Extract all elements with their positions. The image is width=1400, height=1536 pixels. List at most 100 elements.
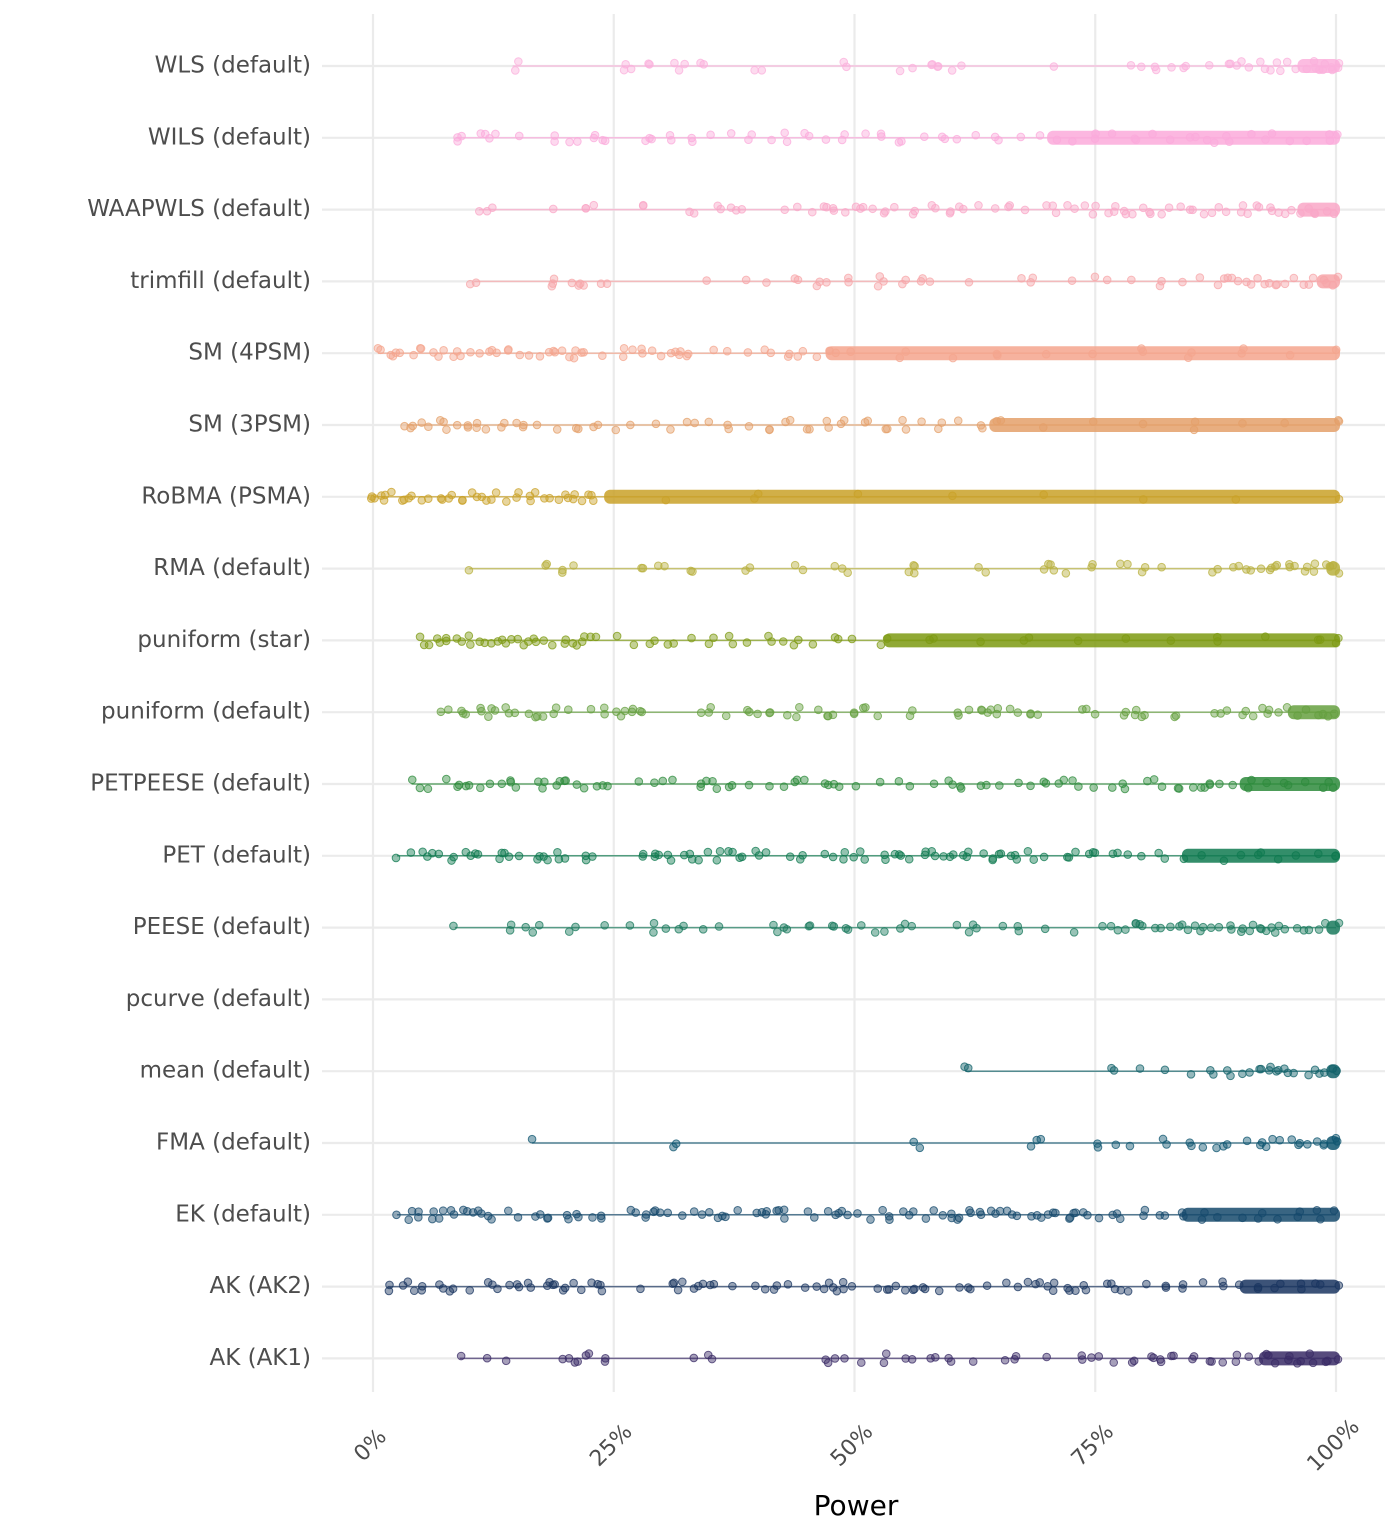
data-point [1088,847,1098,857]
data-point [473,850,483,859]
data-point [458,496,467,505]
data-point [793,275,803,285]
data-point [694,1281,703,1291]
data-point [448,1284,458,1294]
data-point [602,279,612,289]
data-point [783,710,792,720]
data-point [881,1349,891,1359]
data-point [1073,636,1083,646]
data-point [438,1206,448,1215]
data-point [952,920,962,930]
data-point [1041,778,1051,788]
data-point [976,637,985,646]
data-point [785,852,795,861]
data-point [690,418,699,428]
data-point [584,490,593,499]
data-point [482,1353,492,1363]
data-point [1328,281,1338,290]
data-point [820,779,830,788]
data-point [1333,272,1343,282]
data-point [948,353,958,363]
data-point [514,1282,524,1292]
data-point [704,417,714,427]
data-point [998,921,1008,931]
data-point [1238,201,1248,210]
data-point [1080,201,1090,210]
data-point [635,706,645,716]
data-point [554,495,564,505]
data-point [715,846,725,856]
data-point [511,783,521,792]
data-point [493,1284,502,1294]
data-point [981,567,990,577]
data-point [1156,1357,1166,1367]
data-point [988,855,997,865]
data-point [398,496,407,505]
data-point [535,1210,545,1219]
data-point [1160,1065,1170,1075]
data-point [1202,135,1212,145]
data-point [721,1212,730,1222]
series-group [474,200,1340,219]
data-point [492,348,501,358]
data-point [1270,1358,1280,1368]
data-point [762,1206,771,1216]
data-point [593,420,603,430]
data-point [778,637,788,646]
data-point [1040,924,1050,934]
data-point [905,711,915,721]
data-point [463,423,473,432]
data-point [837,1206,847,1216]
data-point [1067,276,1077,285]
data-point [714,922,724,931]
y-tick-label: EK (default) [175,1201,311,1227]
data-point [1137,712,1147,722]
data-point [779,923,789,932]
data-point [880,927,889,936]
data-point [804,131,814,141]
data-point [995,1206,1005,1216]
data-point [743,348,753,357]
data-point [661,924,671,933]
data-point [1238,419,1247,428]
data-point [563,705,573,715]
data-point [434,849,444,859]
data-point [823,1358,833,1368]
data-point [569,561,578,570]
data-point [761,848,771,857]
data-point [944,1353,953,1363]
data-point [1049,62,1059,71]
data-point [918,274,927,283]
data-point [683,349,693,359]
data-point [1272,58,1282,67]
data-point [1137,567,1147,577]
data-point [651,419,661,429]
data-point [1024,633,1034,642]
data-point [682,417,692,427]
data-point [1154,848,1163,858]
data-point [1088,209,1098,219]
data-point [1214,922,1224,932]
data-point [1079,1280,1089,1290]
data-point [1090,272,1100,282]
data-point [576,1285,586,1295]
data-point [917,417,926,426]
data-point [569,1278,578,1288]
data-point [1173,783,1183,793]
data-point [1189,425,1199,435]
data-point [1176,202,1185,211]
data-point [424,422,433,432]
series-group [400,415,1344,435]
data-point [505,926,515,935]
data-point [1309,567,1319,576]
data-point [780,205,790,215]
data-point [456,351,465,361]
data-point [552,425,562,434]
data-point [1268,1134,1277,1144]
data-point [534,920,544,930]
data-point [673,1285,683,1295]
dense-band [604,489,1340,504]
data-point [907,1355,917,1364]
data-point [424,640,434,650]
data-point [685,849,695,859]
